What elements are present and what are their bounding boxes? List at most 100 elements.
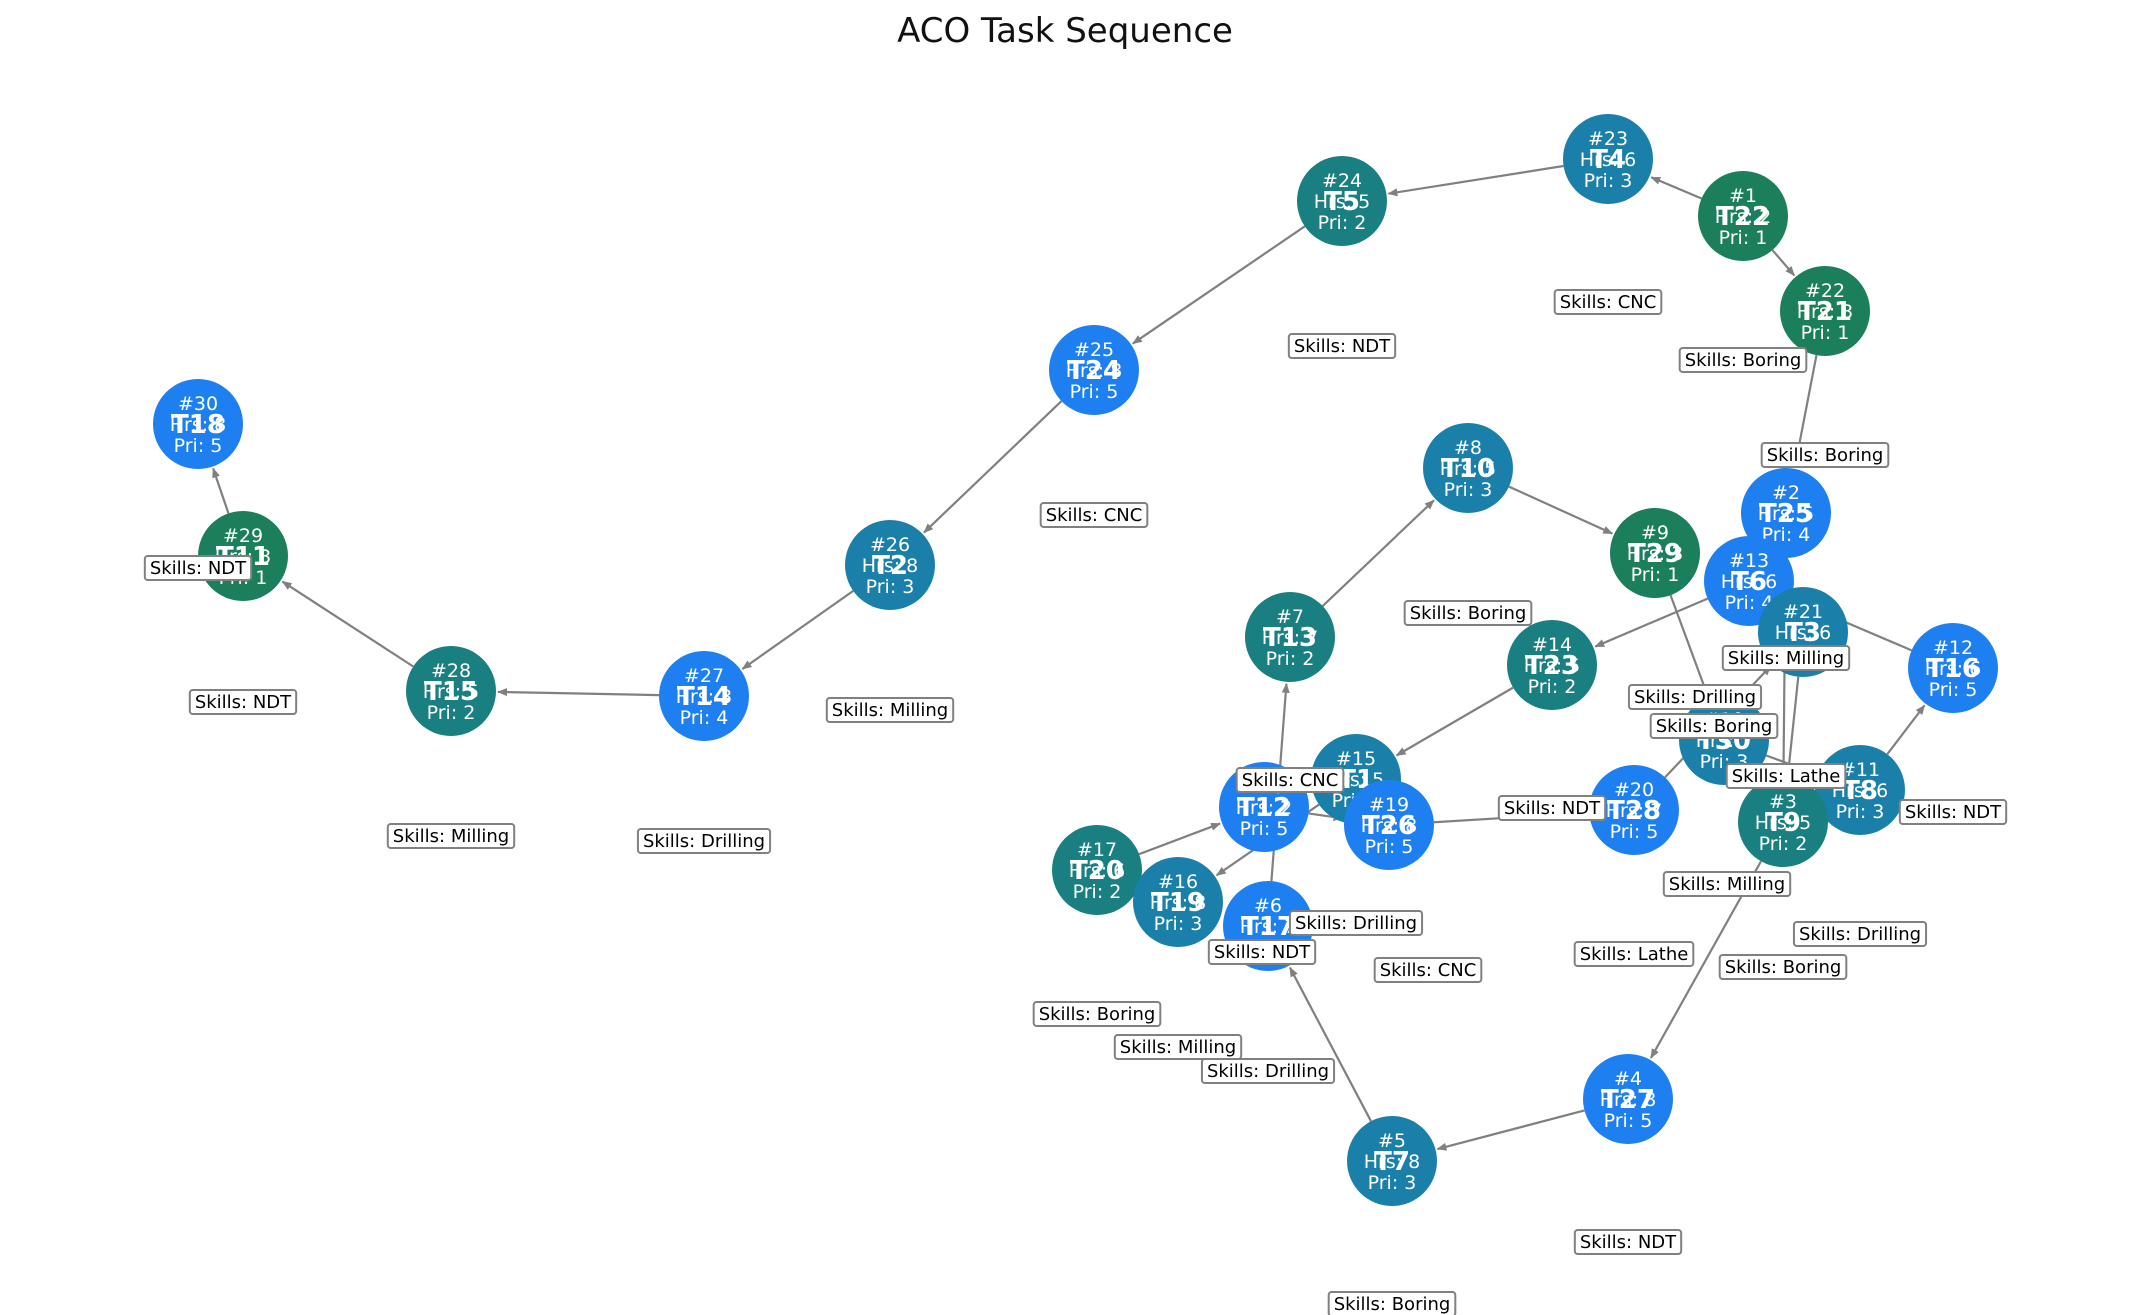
node-task-id: T17 xyxy=(1241,912,1295,942)
skill-label: Skills: Milling xyxy=(825,697,955,723)
skill-label: Skills: Boring xyxy=(1403,600,1533,626)
node-sequence: #15 xyxy=(1336,748,1376,770)
skill-label-text: Skills: Boring xyxy=(1767,445,1884,466)
skill-label-text: Skills: Boring xyxy=(1725,957,1842,978)
node-sequence: #25 xyxy=(1074,339,1114,361)
skill-label-text: Skills: Boring xyxy=(1685,350,1802,371)
edge-T20-to-T12 xyxy=(1138,822,1221,856)
skill-label-text: Skills: NDT xyxy=(1905,802,2002,823)
node-priority: Pri: 2 xyxy=(1528,676,1577,698)
node-sequence: #27 xyxy=(684,665,724,687)
node-sequence: #29 xyxy=(223,525,263,547)
node-sequence: #22 xyxy=(1805,280,1845,302)
skill-label: Skills: Milling xyxy=(1721,645,1851,671)
edge-T5-to-T24 xyxy=(1132,225,1306,345)
node-task-id: T13 xyxy=(1263,623,1317,653)
node-hours: Hrs: 6 xyxy=(1069,860,1126,882)
skill-label: Skills: CNC xyxy=(1553,289,1663,315)
skill-label: Skills: CNC xyxy=(1373,957,1483,983)
skill-label-box xyxy=(1792,921,1928,947)
node-task-id: T28 xyxy=(1607,796,1661,826)
skill-label: Skills: Boring xyxy=(1649,713,1779,739)
node-priority: Pri: 5 xyxy=(1604,1110,1653,1132)
skill-label: Skills: Boring xyxy=(1327,1291,1457,1315)
skill-label-text: Skills: Milling xyxy=(832,700,948,721)
skill-label-box xyxy=(825,697,955,723)
node-sequence: #3 xyxy=(1769,791,1797,813)
skill-label-text: Skills: Milling xyxy=(1120,1037,1236,1058)
node-hours: Hrs: 6 xyxy=(1925,658,1982,680)
node-task-id: T9 xyxy=(1765,808,1801,838)
node-sequence: #6 xyxy=(1254,895,1282,917)
edges-layer xyxy=(212,164,1926,1151)
skill-label-box xyxy=(1032,1001,1162,1027)
node-task-id: T15 xyxy=(424,677,478,707)
node-hours: Hrs: 5 xyxy=(423,681,480,703)
node-sequence: #21 xyxy=(1783,601,1823,623)
skill-label-box xyxy=(1497,795,1607,821)
node-hours: Hrs: 8 xyxy=(1066,360,1123,382)
node-circle xyxy=(1507,620,1597,710)
skill-label: Skills: Drilling xyxy=(636,828,772,854)
node-circle xyxy=(1908,623,1998,713)
skill-label-box xyxy=(1039,502,1149,528)
node-sequence: #9 xyxy=(1641,522,1669,544)
node-task-id: T3 xyxy=(1785,618,1821,648)
skill-label: Skills: Drilling xyxy=(1200,1058,1336,1084)
node-circle xyxy=(153,379,243,469)
node-priority: Pri: 5 xyxy=(174,435,223,457)
skill-label-text: Skills: NDT xyxy=(150,558,247,579)
skill-label-text: Skills: Drilling xyxy=(1799,924,1921,945)
skill-label-box xyxy=(1288,910,1424,936)
node-priority: Pri: 5 xyxy=(1929,679,1978,701)
skill-label-box xyxy=(1207,939,1317,965)
edge-T6-to-T23 xyxy=(1594,597,1709,648)
node-priority: Pri: 4 xyxy=(1725,592,1774,614)
node-sequence: #20 xyxy=(1614,779,1654,801)
node-task-id: T26 xyxy=(1362,811,1416,841)
node-priority: Pri: 1 xyxy=(1801,322,1850,344)
node-circle xyxy=(1780,266,1870,356)
skill-label-text: Skills: NDT xyxy=(1580,1232,1677,1253)
node-priority: Pri: 1 xyxy=(1631,564,1680,586)
node-sequence: #26 xyxy=(870,534,910,556)
node-hours: Hrs: 3 xyxy=(1797,301,1854,323)
edge-T7-to-T17 xyxy=(1288,966,1372,1122)
skill-label-box xyxy=(1235,767,1345,793)
node-priority: Pri: 3 xyxy=(1368,1172,1417,1194)
node-hours: Hrs: 3 xyxy=(1627,543,1684,565)
node-task-id: T23 xyxy=(1525,651,1579,681)
diagram-title: ACO Task Sequence xyxy=(897,11,1233,51)
node-circle xyxy=(406,646,496,736)
node-sequence: #1 xyxy=(1729,185,1757,207)
skill-label: Skills: Milling xyxy=(386,823,516,849)
skill-label: Skills: NDT xyxy=(1898,799,2008,825)
skill-label: Skills: Milling xyxy=(1113,1034,1243,1060)
edge-T4-to-T5 xyxy=(1387,164,1564,197)
